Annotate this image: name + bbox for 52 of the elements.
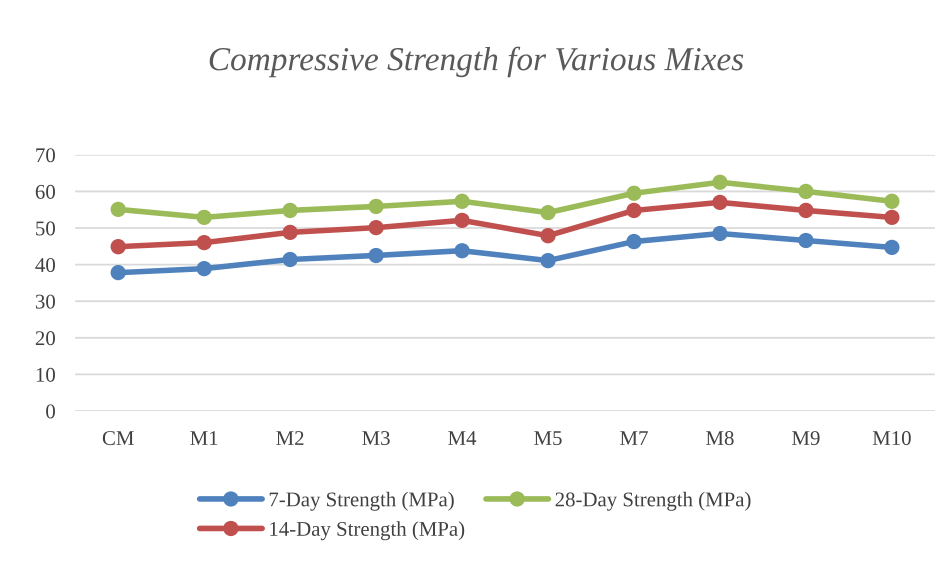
point xyxy=(110,202,126,217)
point xyxy=(110,239,126,254)
point xyxy=(110,265,126,280)
legend-label: 7-Day Strength (MPa) xyxy=(270,492,454,511)
y-tick-label: 10 xyxy=(36,368,55,382)
x-tick-label: M2 xyxy=(276,431,304,445)
y-tick-label: 20 xyxy=(36,331,55,346)
y-tick-label: 0 xyxy=(46,404,55,418)
point xyxy=(368,220,384,236)
point xyxy=(884,210,900,226)
x-tick-label: M5 xyxy=(534,431,562,446)
x-tick-label: M3 xyxy=(362,431,390,446)
point xyxy=(454,243,470,258)
point xyxy=(712,226,728,242)
y-tick-label: 30 xyxy=(36,294,55,309)
y-tick-label: 50 xyxy=(36,221,55,236)
point xyxy=(540,205,556,220)
point xyxy=(368,248,384,264)
legend-label: 14-Day Strength (MPa) xyxy=(270,521,464,540)
x-tick-label: M9 xyxy=(792,431,820,446)
point xyxy=(196,210,212,226)
point xyxy=(540,228,556,244)
y-tick-label: 40 xyxy=(35,258,55,272)
y-tick-label: 70 xyxy=(36,148,55,162)
point xyxy=(884,240,900,256)
point xyxy=(282,202,298,218)
x-tick-label: M1 xyxy=(190,431,218,445)
legend-label: 28-Day Strength (MPa) xyxy=(556,492,750,511)
point xyxy=(282,224,298,240)
y-tick-label: 60 xyxy=(36,184,55,199)
point xyxy=(626,234,642,250)
point xyxy=(196,235,212,250)
x-tick-label: M7 xyxy=(620,431,648,445)
x-tick-label: M4 xyxy=(448,431,476,445)
point xyxy=(712,174,728,190)
point xyxy=(368,198,384,214)
point xyxy=(626,202,642,218)
point xyxy=(798,202,814,218)
point xyxy=(454,194,470,209)
point xyxy=(798,232,814,248)
point xyxy=(712,194,728,210)
point xyxy=(798,184,814,200)
x-tick-label: CM xyxy=(102,431,134,446)
point xyxy=(282,252,298,268)
point xyxy=(196,260,212,276)
point xyxy=(626,186,642,201)
point xyxy=(454,212,470,228)
point xyxy=(884,194,900,209)
point xyxy=(540,252,556,268)
chart-title: Compressive Strength for Various Mixes xyxy=(210,46,744,78)
x-tick-label: M10 xyxy=(872,431,911,446)
x-tick-label: M8 xyxy=(706,431,734,446)
